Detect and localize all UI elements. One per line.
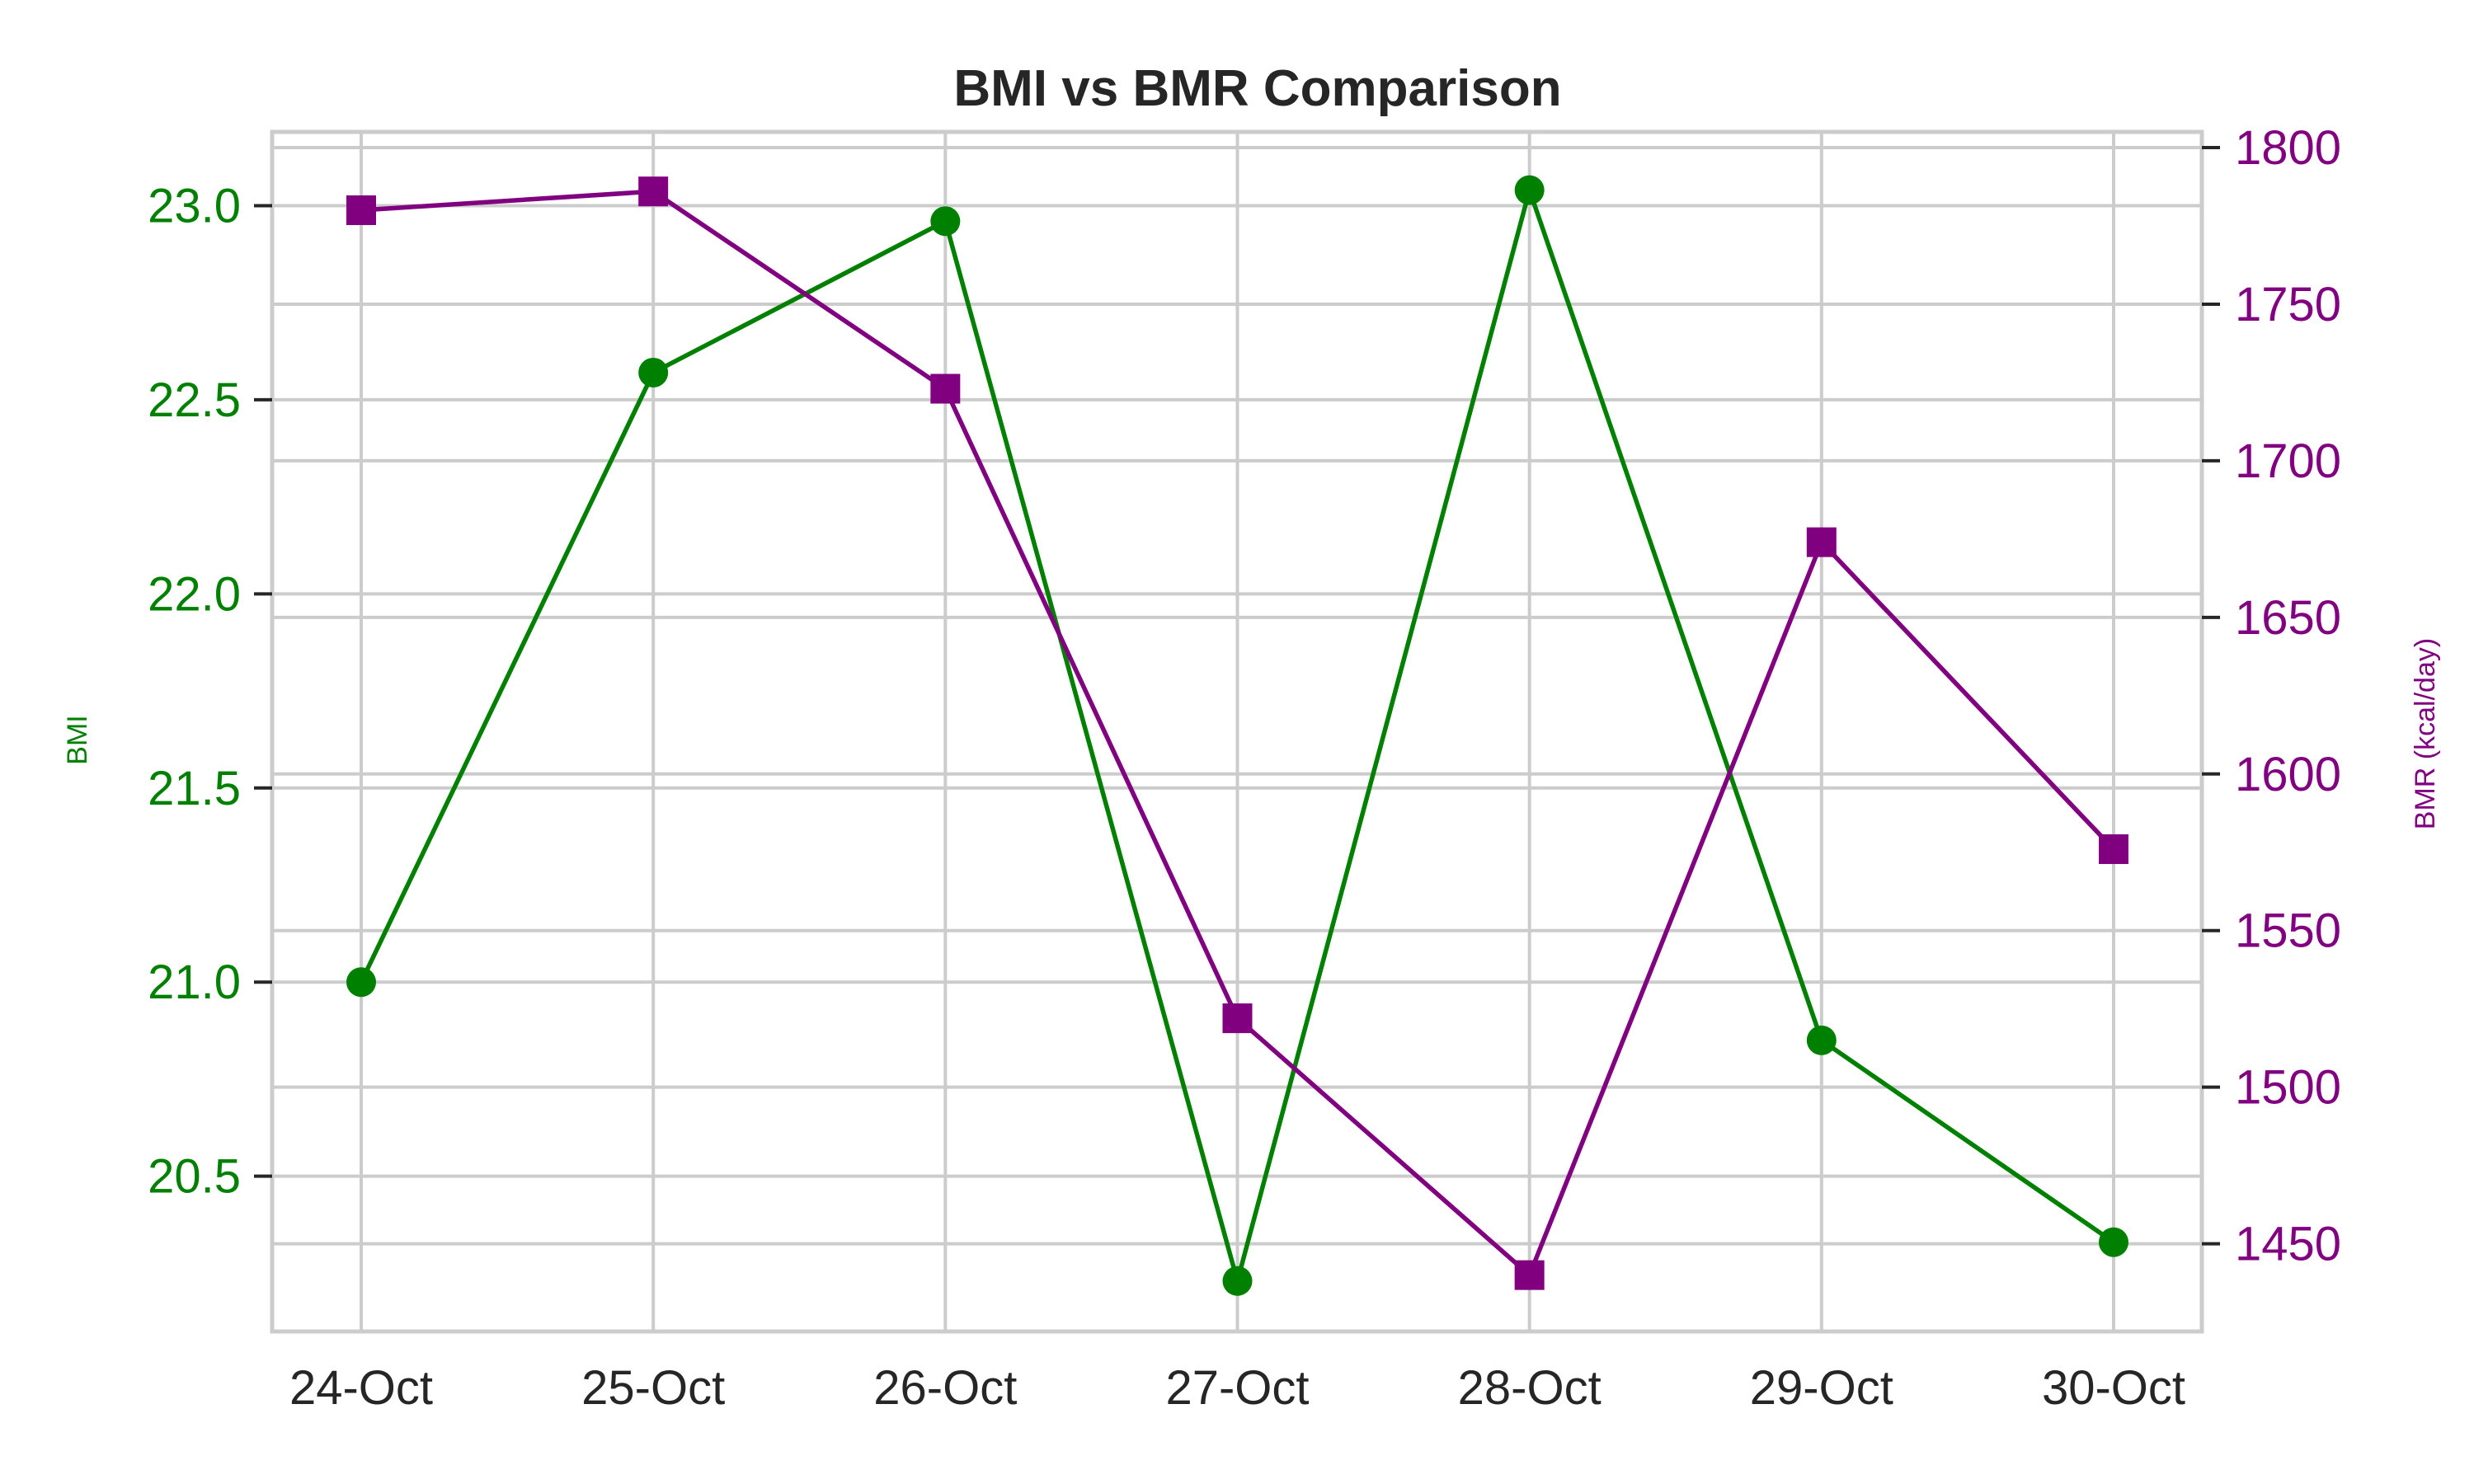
x-tick-label: 29-Oct bbox=[1750, 1361, 1893, 1415]
axes-layer: 24-Oct 25-Oct 26-Oct 27-Oct 28-Oct 29-Oct 30-O… bbox=[148, 121, 2341, 1415]
y-left-tick-label: 23.0 bbox=[148, 179, 241, 232]
bmr-data-point bbox=[1222, 1003, 1253, 1034]
bmi-data-point bbox=[2099, 1227, 2128, 1257]
grid-layer bbox=[272, 132, 2202, 1331]
x-tick-label: 24-Oct bbox=[289, 1361, 433, 1415]
y-right-tick-label: 1600 bbox=[2235, 748, 2341, 801]
bmr-data-point bbox=[930, 373, 961, 404]
y-right-tick-label: 1800 bbox=[2235, 121, 2341, 175]
y-right-tick-label: 1550 bbox=[2235, 904, 2341, 958]
y-axis-left-label: BMI bbox=[62, 715, 93, 764]
y-left-tick-label: 20.5 bbox=[148, 1150, 241, 1204]
x-tick-label: 25-Oct bbox=[581, 1361, 725, 1415]
y-axis-right-label: BMR (kcal/day) bbox=[2410, 638, 2441, 829]
x-tick-label: 27-Oct bbox=[1165, 1361, 1309, 1415]
x-tick-label: 26-Oct bbox=[873, 1361, 1017, 1415]
y-left-tick-label: 21.5 bbox=[148, 762, 241, 815]
plot-frame bbox=[270, 129, 2204, 1334]
y-right-tick-label: 1500 bbox=[2235, 1061, 2341, 1115]
chart-title: BMI vs BMR Comparison bbox=[953, 60, 1561, 117]
y-left-tick-label: 22.5 bbox=[148, 373, 241, 427]
y-right-tick-label: 1450 bbox=[2235, 1218, 2341, 1271]
y-right-tick-label: 1750 bbox=[2235, 278, 2341, 331]
bmi-data-point bbox=[1806, 1025, 1837, 1055]
bmr-data-point bbox=[2099, 834, 2128, 864]
bmr-data-point bbox=[638, 176, 669, 207]
series-layer bbox=[346, 175, 2128, 1296]
x-tick-label: 28-Oct bbox=[1458, 1361, 1602, 1415]
y-right-tick-label: 1700 bbox=[2235, 434, 2341, 488]
bmi-data-point bbox=[346, 967, 376, 998]
y-right-tick-label: 1650 bbox=[2235, 591, 2341, 645]
bmi-data-point bbox=[638, 357, 669, 387]
y-left-tick-label: 21.0 bbox=[148, 956, 241, 1009]
bmr-data-point bbox=[1514, 1260, 1545, 1290]
bmi-data-point bbox=[1514, 175, 1545, 205]
bmr-data-point bbox=[1806, 527, 1837, 557]
bmr-data-point bbox=[346, 195, 376, 225]
bmi-data-point bbox=[1222, 1266, 1253, 1296]
bmi-data-point bbox=[930, 206, 961, 237]
x-tick-label: 30-Oct bbox=[2042, 1361, 2185, 1415]
y-left-tick-label: 22.0 bbox=[148, 567, 241, 621]
